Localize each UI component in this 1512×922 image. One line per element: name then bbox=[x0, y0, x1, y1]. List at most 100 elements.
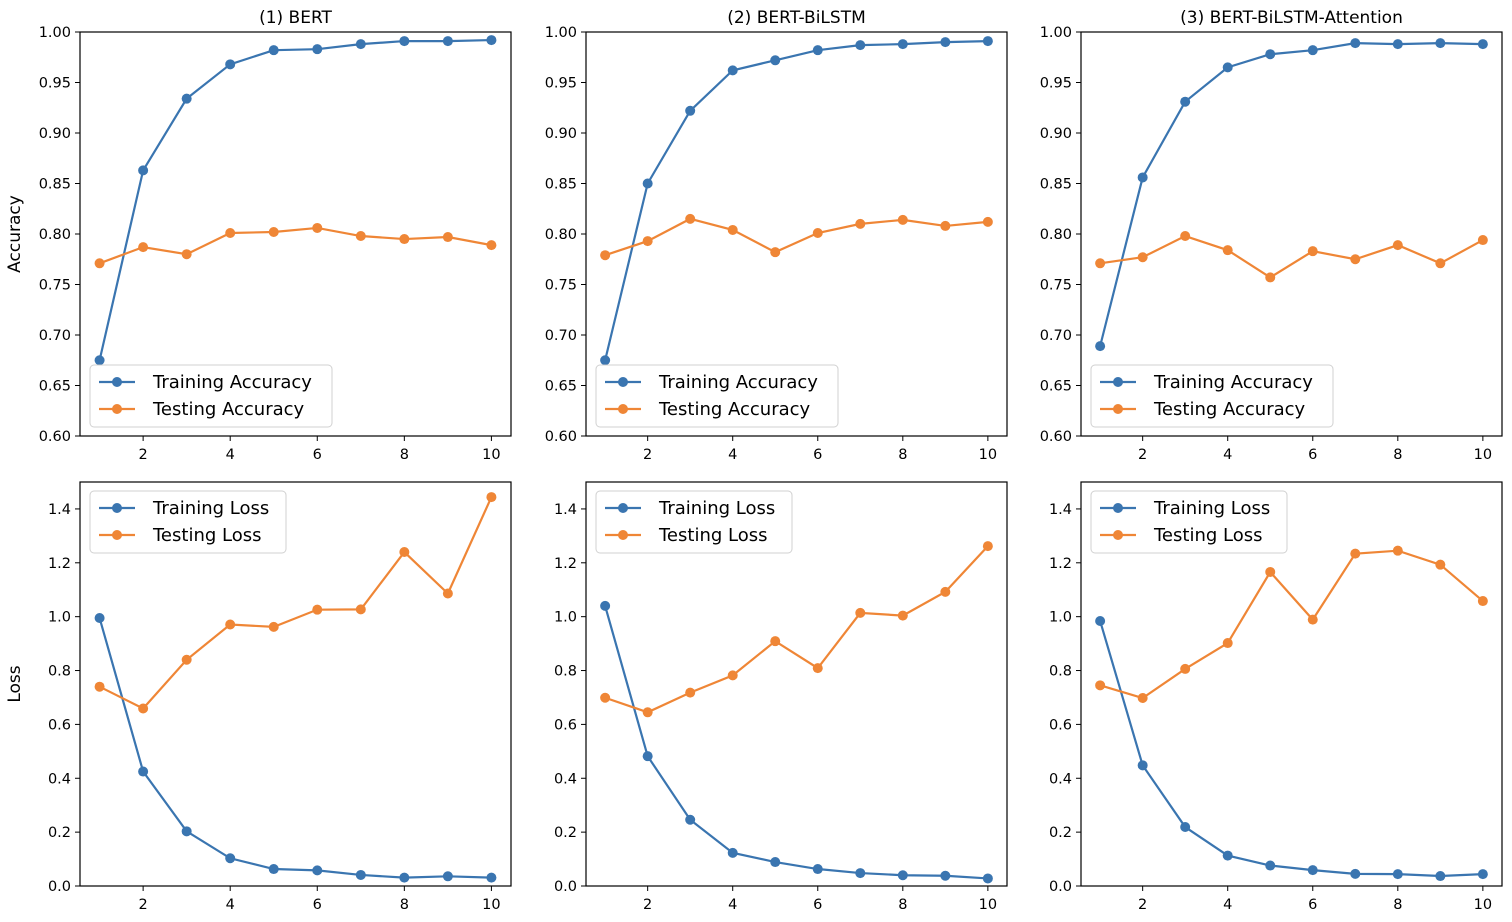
y-tick-label: 1.2 bbox=[554, 556, 577, 572]
data-point bbox=[897, 610, 908, 621]
data-point bbox=[355, 869, 366, 880]
data-point bbox=[1477, 869, 1488, 880]
legend-marker bbox=[618, 404, 628, 414]
x-tick-label: 4 bbox=[1223, 447, 1232, 463]
data-point bbox=[642, 707, 653, 718]
y-tick-label: 0.80 bbox=[1040, 227, 1072, 243]
x-tick-label: 2 bbox=[1138, 897, 1147, 913]
data-point bbox=[1392, 869, 1403, 880]
data-point bbox=[399, 234, 410, 245]
legend: Training Loss Testing Loss bbox=[89, 490, 287, 554]
data-point bbox=[940, 586, 951, 597]
plot-frame bbox=[1080, 481, 1503, 887]
data-point bbox=[1350, 548, 1361, 559]
legend-marker bbox=[1113, 503, 1123, 513]
data-point bbox=[685, 105, 696, 116]
data-point bbox=[1307, 246, 1318, 257]
data-point bbox=[1180, 96, 1191, 107]
data-point bbox=[897, 214, 908, 225]
y-tick-label: 0.65 bbox=[1040, 379, 1072, 395]
chart-panel-6: 0.0 0.2 0.4 0.6 0.8 1.0 1.2 1.4 2 4 6 8 10 Training L… bbox=[1049, 481, 1503, 913]
data-point bbox=[727, 224, 738, 235]
y-tick-label: 1.0 bbox=[48, 610, 71, 626]
x-tick-label: 6 bbox=[813, 447, 822, 463]
data-point bbox=[399, 36, 410, 47]
data-point bbox=[399, 547, 410, 558]
x-tick-label: 10 bbox=[482, 447, 500, 463]
data-point bbox=[897, 870, 908, 881]
data-point bbox=[94, 355, 105, 366]
x-tick-label: 10 bbox=[979, 447, 997, 463]
legend-box bbox=[1090, 490, 1288, 554]
y-tick-label: 1.00 bbox=[39, 25, 71, 41]
legend-label: Training Loss bbox=[1153, 498, 1270, 519]
x-tick-label: 8 bbox=[1393, 897, 1402, 913]
data-point bbox=[812, 864, 823, 875]
data-point bbox=[855, 607, 866, 618]
data-point bbox=[312, 222, 323, 233]
data-point bbox=[1095, 258, 1106, 269]
series-line-2 bbox=[99, 226, 492, 265]
y-tick-label: 0.0 bbox=[48, 879, 71, 895]
data-point bbox=[1392, 545, 1403, 556]
data-point bbox=[1222, 638, 1233, 649]
data-point bbox=[1435, 38, 1446, 49]
data-point bbox=[442, 36, 453, 47]
x-tick-label: 10 bbox=[1474, 447, 1492, 463]
legend-label: Testing Accuracy bbox=[658, 399, 811, 420]
y-tick-label: 0.85 bbox=[39, 177, 71, 193]
data-point bbox=[940, 220, 951, 231]
legend-label: Testing Loss bbox=[152, 525, 261, 546]
legend-label: Testing Loss bbox=[658, 525, 767, 546]
legend: Training Accuracy Testing Accuracy bbox=[1090, 364, 1334, 428]
legend: Training Loss Testing Loss bbox=[595, 490, 793, 554]
data-point bbox=[1477, 39, 1488, 50]
legend-box bbox=[595, 490, 793, 554]
x-tick-label: 2 bbox=[139, 897, 148, 913]
data-point bbox=[812, 663, 823, 674]
legend-label: Training Accuracy bbox=[658, 372, 818, 393]
data-point bbox=[1265, 860, 1276, 871]
data-point bbox=[94, 258, 105, 269]
data-point bbox=[982, 36, 993, 47]
data-point bbox=[1265, 566, 1276, 577]
y-tick-label: 0.6 bbox=[48, 717, 71, 733]
data-point bbox=[1350, 254, 1361, 265]
data-point bbox=[355, 39, 366, 50]
legend-marker bbox=[112, 530, 122, 540]
legend-marker bbox=[112, 503, 122, 513]
data-point bbox=[1095, 680, 1106, 691]
data-point bbox=[982, 873, 993, 884]
chart-panel-1: 0.60 0.65 0.70 0.75 0.80 0.85 0.90 0.95 1.00 2 4 6 8… bbox=[5, 8, 512, 463]
data-point bbox=[1350, 868, 1361, 879]
x-tick-label: 8 bbox=[898, 447, 907, 463]
data-point bbox=[685, 687, 696, 698]
plot-frame bbox=[585, 481, 1008, 887]
legend-label: Testing Accuracy bbox=[152, 399, 305, 420]
legend-marker bbox=[618, 530, 628, 540]
legend-label: Testing Accuracy bbox=[1153, 399, 1306, 420]
y-tick-label: 0.90 bbox=[1040, 126, 1072, 142]
legend-marker bbox=[1113, 530, 1123, 540]
data-point bbox=[982, 541, 993, 552]
data-point bbox=[1095, 341, 1106, 352]
data-point bbox=[855, 40, 866, 51]
data-point bbox=[486, 240, 497, 251]
data-point bbox=[181, 249, 192, 260]
data-point bbox=[940, 37, 951, 48]
y-tick-label: 0.90 bbox=[545, 126, 577, 142]
series-line-1 bbox=[604, 39, 988, 361]
data-point bbox=[1392, 240, 1403, 251]
data-point bbox=[1222, 245, 1233, 256]
y-tick-label: 0.70 bbox=[39, 328, 71, 344]
data-point bbox=[855, 218, 866, 229]
data-point bbox=[855, 868, 866, 879]
data-point bbox=[685, 814, 696, 825]
y-tick-label: 1.0 bbox=[1049, 610, 1072, 626]
data-point bbox=[225, 619, 236, 630]
y-tick-label: 1.2 bbox=[48, 556, 71, 572]
data-point bbox=[181, 826, 192, 837]
x-tick-label: 4 bbox=[226, 897, 235, 913]
data-point bbox=[225, 59, 236, 70]
panel-title: (2) BERT-BiLSTM bbox=[727, 8, 866, 28]
